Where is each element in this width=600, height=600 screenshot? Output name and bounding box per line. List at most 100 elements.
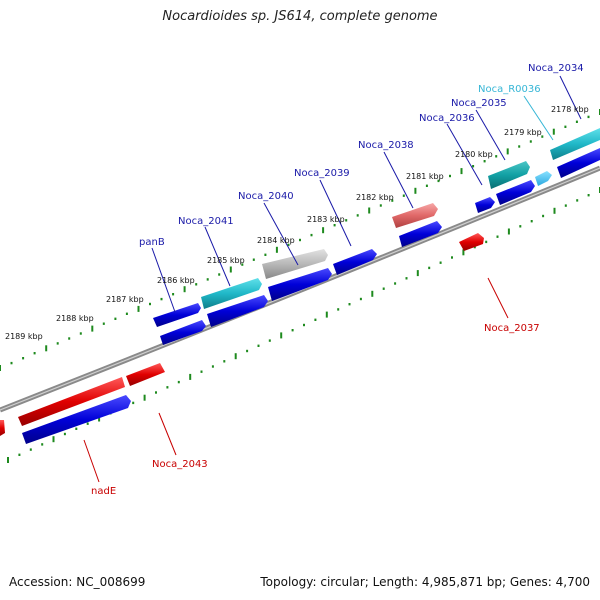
scale-tick-mark (371, 290, 374, 297)
backbone-highlight (0, 167, 600, 411)
feature-Noca_2037[interactable] (459, 233, 484, 251)
feature-forward-cds[interactable] (557, 148, 600, 178)
scale-tick-mark (149, 302, 151, 306)
feature-Noca_2043[interactable] (126, 363, 165, 386)
scale-tick-mark (114, 317, 117, 320)
gene-label[interactable]: Noca_2039 (294, 168, 350, 179)
scale-tick-mark (75, 427, 78, 430)
scale-tick-mark (575, 120, 578, 123)
scale-tick-mark (425, 184, 428, 187)
scale-tick-mark (7, 457, 9, 463)
gene-label[interactable]: Noca_R0036 (478, 84, 541, 95)
scale-tick-mark (143, 394, 146, 401)
feature-reverse-cds[interactable] (18, 377, 125, 426)
feature-track (0, 128, 600, 444)
feature-forward-cds[interactable] (268, 268, 332, 301)
feature-forward-cds[interactable] (160, 320, 206, 345)
feature-forward-cds[interactable] (207, 295, 268, 327)
scale-tick-mark (325, 311, 328, 318)
gene-label[interactable]: Noca_2043 (152, 459, 208, 470)
scale-tick-mark (519, 225, 522, 228)
scale-tick-mark (391, 199, 394, 202)
scale-tick-mark (246, 349, 249, 353)
scale-tick-mark (541, 135, 544, 138)
scale-tick-mark (45, 345, 48, 352)
scale-tick-mark (155, 391, 157, 394)
feature-Noca_2041[interactable] (201, 278, 262, 309)
scale-tick-mark (368, 207, 371, 214)
scale-tick-mark (252, 258, 255, 261)
scale-tick-mark (264, 253, 267, 256)
feature-panB[interactable] (153, 303, 201, 327)
gene-label[interactable]: Noca_2035 (451, 98, 507, 109)
scale-label: 2188 kbp (56, 314, 94, 323)
scale-tick-mark (102, 322, 105, 325)
scale-tick-mark (22, 357, 25, 360)
gene-labels: Noca_2034 Noca_R0036 Noca_2035 Noca_2036… (83, 63, 584, 497)
scale-label: 2179 kbp (504, 128, 542, 137)
scale-tick-mark (439, 261, 442, 264)
scale-tick-mark (79, 332, 82, 335)
scale-label: 2189 kbp (5, 332, 43, 341)
scale-tick-mark (33, 352, 36, 355)
scale-label: 2187 kbp (106, 295, 144, 304)
accession-text: Accession: NC_008699 (9, 575, 146, 589)
scale-tick-mark (333, 224, 336, 227)
scale-labels: 2178 kbp 2179 kbp 2180 kbp 2181 kbp 2182… (5, 105, 589, 341)
feature-Noca_2040[interactable] (262, 249, 328, 279)
scale-tick-mark (200, 370, 203, 373)
scale-tick-mark (345, 219, 348, 222)
scale-tick-mark (356, 214, 359, 217)
scale-tick-mark (542, 214, 545, 218)
scale-tick-mark (56, 342, 59, 345)
gene-label[interactable]: Noca_2036 (419, 113, 475, 124)
scale-tick-mark (587, 194, 590, 197)
scale-tick-mark (98, 415, 101, 422)
scale-tick-mark (518, 145, 521, 148)
feature-Noca_2038[interactable] (392, 203, 438, 228)
scale-tick-mark (52, 436, 55, 443)
feature-Noca_2035[interactable] (488, 161, 530, 189)
gene-label[interactable]: Noca_2040 (238, 191, 294, 202)
scale-tick-mark (241, 263, 244, 266)
scale-tick-mark (229, 266, 232, 273)
feature-Noca_R0036[interactable] (535, 171, 552, 186)
scale-tick-mark (137, 305, 140, 312)
scale-tick-mark (189, 373, 192, 380)
scale-label: 2178 kbp (551, 105, 589, 114)
scale-tick-mark (507, 228, 510, 235)
feature-Noca_2034[interactable] (550, 128, 600, 160)
feature-Noca_2039[interactable] (333, 249, 377, 275)
scale-tick-mark (530, 220, 533, 223)
scale-label: 2180 kbp (455, 150, 493, 159)
feature-forward-cds[interactable] (399, 221, 442, 247)
feature-reverse-cds[interactable] (0, 420, 5, 436)
scale-label: 2185 kbp (207, 256, 245, 265)
scale-tick-mark (402, 194, 405, 197)
gene-label[interactable]: Noca_2041 (178, 216, 234, 227)
scale-tick-mark (529, 140, 532, 143)
gene-label[interactable]: panB (139, 237, 165, 248)
scale-tick-mark (268, 339, 271, 342)
feature-forward-cds[interactable] (496, 180, 535, 205)
scale-tick-mark (414, 187, 417, 194)
scale-tick-mark (125, 312, 128, 315)
scale-tick-mark (10, 361, 13, 365)
scale-tick-mark (495, 155, 498, 158)
scale-tick-mark (63, 432, 66, 436)
scale-tick-mark (234, 353, 237, 360)
gene-label[interactable]: Noca_2038 (358, 140, 414, 151)
scale-tick-mark (303, 323, 305, 327)
scale-tick-mark (553, 207, 556, 214)
gene-label[interactable]: Noca_2034 (528, 63, 584, 74)
feature-nadE[interactable] (22, 395, 131, 444)
feature-Noca_2036[interactable] (475, 197, 495, 213)
scale-tick-mark (218, 273, 221, 276)
gene-label[interactable]: nadE (91, 486, 116, 497)
scale-tick-mark (211, 365, 214, 368)
scale-tick-mark (428, 266, 431, 270)
gene-label[interactable]: Noca_2037 (484, 323, 540, 334)
scale-tick-mark (359, 297, 362, 301)
scale-label: 2183 kbp (307, 215, 345, 224)
scale-label: 2186 kbp (157, 276, 195, 285)
